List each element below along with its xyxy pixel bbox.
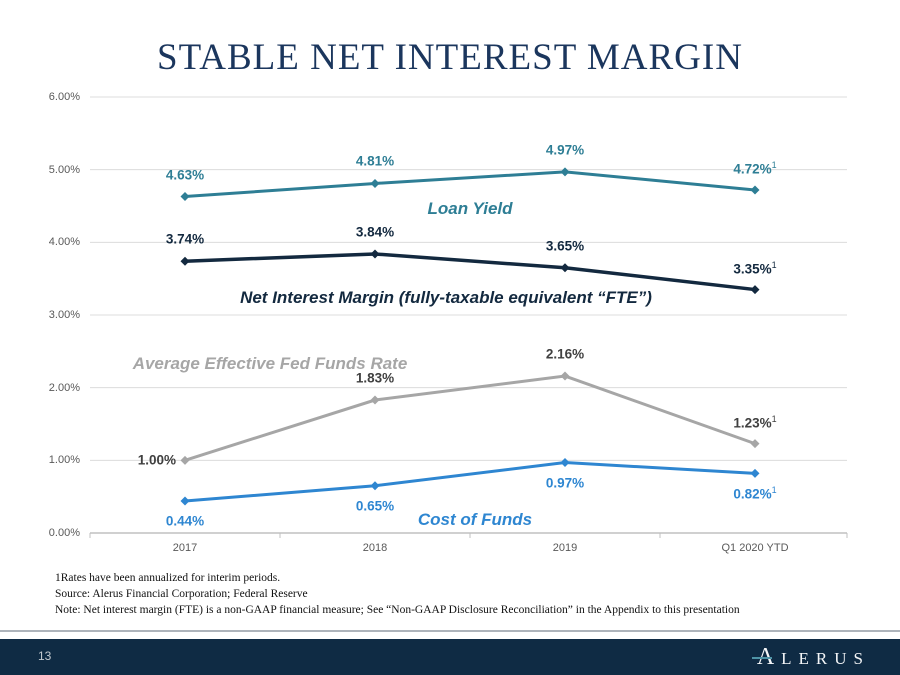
data-label-series-1-point-2: 3.65% — [545, 238, 585, 254]
footnote-non-gaap: Note: Net interest margin (FTE) is a non… — [55, 604, 740, 616]
alerus-logo-rest: LERUS — [781, 649, 870, 668]
series-label-loan-yield: Loan Yield — [427, 199, 513, 218]
line-series-0 — [184, 170, 756, 199]
x-axis-label-3: Q1 2020 YTD — [721, 542, 789, 554]
marker-series-0-point-3 — [750, 185, 760, 195]
page-number: 13 — [38, 649, 52, 663]
line-series-3 — [184, 461, 756, 503]
footnote-source: Source: Alerus Financial Corporation; Fe… — [55, 588, 308, 600]
footnotes: 1Rates have been annualized for interim … — [55, 570, 740, 618]
footnote-marker: 1 — [771, 259, 777, 270]
marker-series-1-point-2 — [560, 263, 570, 273]
x-axis-label-2: 2019 — [552, 542, 578, 554]
y-axis-label-000: 0.00% — [48, 527, 80, 539]
line-series-2 — [184, 374, 756, 462]
footnote-annualized: 1Rates have been annualized for interim … — [55, 572, 281, 584]
series-label-net-interest-margin: Net Interest Margin (fully-taxable equiv… — [240, 288, 652, 307]
y-axis-label-400: 4.00% — [48, 236, 80, 249]
x-axis-label-0: 2017 — [172, 542, 198, 554]
data-label-series-1-point-3: 3.35%1 — [733, 259, 777, 276]
marker-series-0-point-0 — [180, 192, 190, 202]
marker-series-0-point-1 — [370, 178, 380, 188]
y-axis-label-600: 6.00% — [48, 91, 80, 103]
data-label-series-0-point-2: 4.97% — [545, 142, 585, 158]
y-axis-label-500: 5.00% — [48, 163, 80, 176]
alerus-logo: ALERUS — [751, 644, 870, 672]
marker-series-1-point-3 — [750, 285, 760, 295]
data-label-series-2-point-3: 1.23%1 — [733, 413, 777, 430]
marker-series-1-point-1 — [370, 249, 380, 259]
marker-series-1-point-0 — [180, 256, 190, 266]
marker-series-2-point-1 — [370, 395, 380, 405]
marker-series-3-point-0 — [180, 496, 190, 506]
data-label-series-1-point-0: 3.74% — [165, 231, 205, 247]
marker-series-2-point-2 — [560, 371, 570, 381]
marker-series-3-point-2 — [560, 458, 570, 468]
data-label-series-2-point-1: 1.83% — [355, 370, 395, 386]
x-axis-label-1: 2018 — [362, 542, 388, 554]
marker-series-0-point-2 — [560, 167, 570, 177]
y-axis-label-200: 2.00% — [48, 381, 80, 394]
data-label-series-3-point-3: 0.82%1 — [733, 485, 777, 502]
footer-divider — [0, 630, 900, 632]
footer-bar: 13 ALERUS — [0, 639, 900, 675]
y-axis-label-100: 1.00% — [48, 454, 80, 467]
marker-series-3-point-3 — [750, 468, 760, 478]
marker-series-2-point-3 — [750, 439, 760, 449]
data-label-series-0-point-1: 4.81% — [355, 153, 395, 169]
y-axis-label-300: 3.00% — [48, 309, 80, 321]
data-label-series-0-point-3: 4.72%1 — [733, 159, 777, 177]
marker-series-3-point-1 — [370, 481, 380, 491]
data-label-series-3-point-2: 0.97% — [545, 475, 585, 490]
data-label-series-2-point-0: 1.00% — [137, 452, 176, 468]
page-title: STABLE NET INTEREST MARGIN — [157, 37, 743, 78]
series-label-fed-funds-rate: Average Effective Fed Funds Rate — [132, 354, 408, 373]
data-label-series-3-point-0: 0.44% — [165, 513, 205, 529]
line-series-1 — [184, 252, 756, 292]
data-label-series-1-point-1: 3.84% — [355, 224, 395, 240]
footnote-marker: 1 — [771, 159, 777, 170]
marker-series-2-point-0 — [180, 455, 190, 465]
alerus-logo-accent-line — [751, 657, 772, 659]
footnote-marker: 1 — [771, 413, 777, 424]
data-label-series-3-point-1: 0.65% — [355, 498, 395, 514]
footnote-marker: 1 — [771, 485, 777, 496]
data-label-series-0-point-0: 4.63% — [165, 167, 205, 183]
series-label-cost-of-funds: Cost of Funds — [417, 510, 533, 529]
data-label-series-2-point-2: 2.16% — [545, 346, 585, 362]
alerus-logo-initial: A — [751, 644, 781, 670]
